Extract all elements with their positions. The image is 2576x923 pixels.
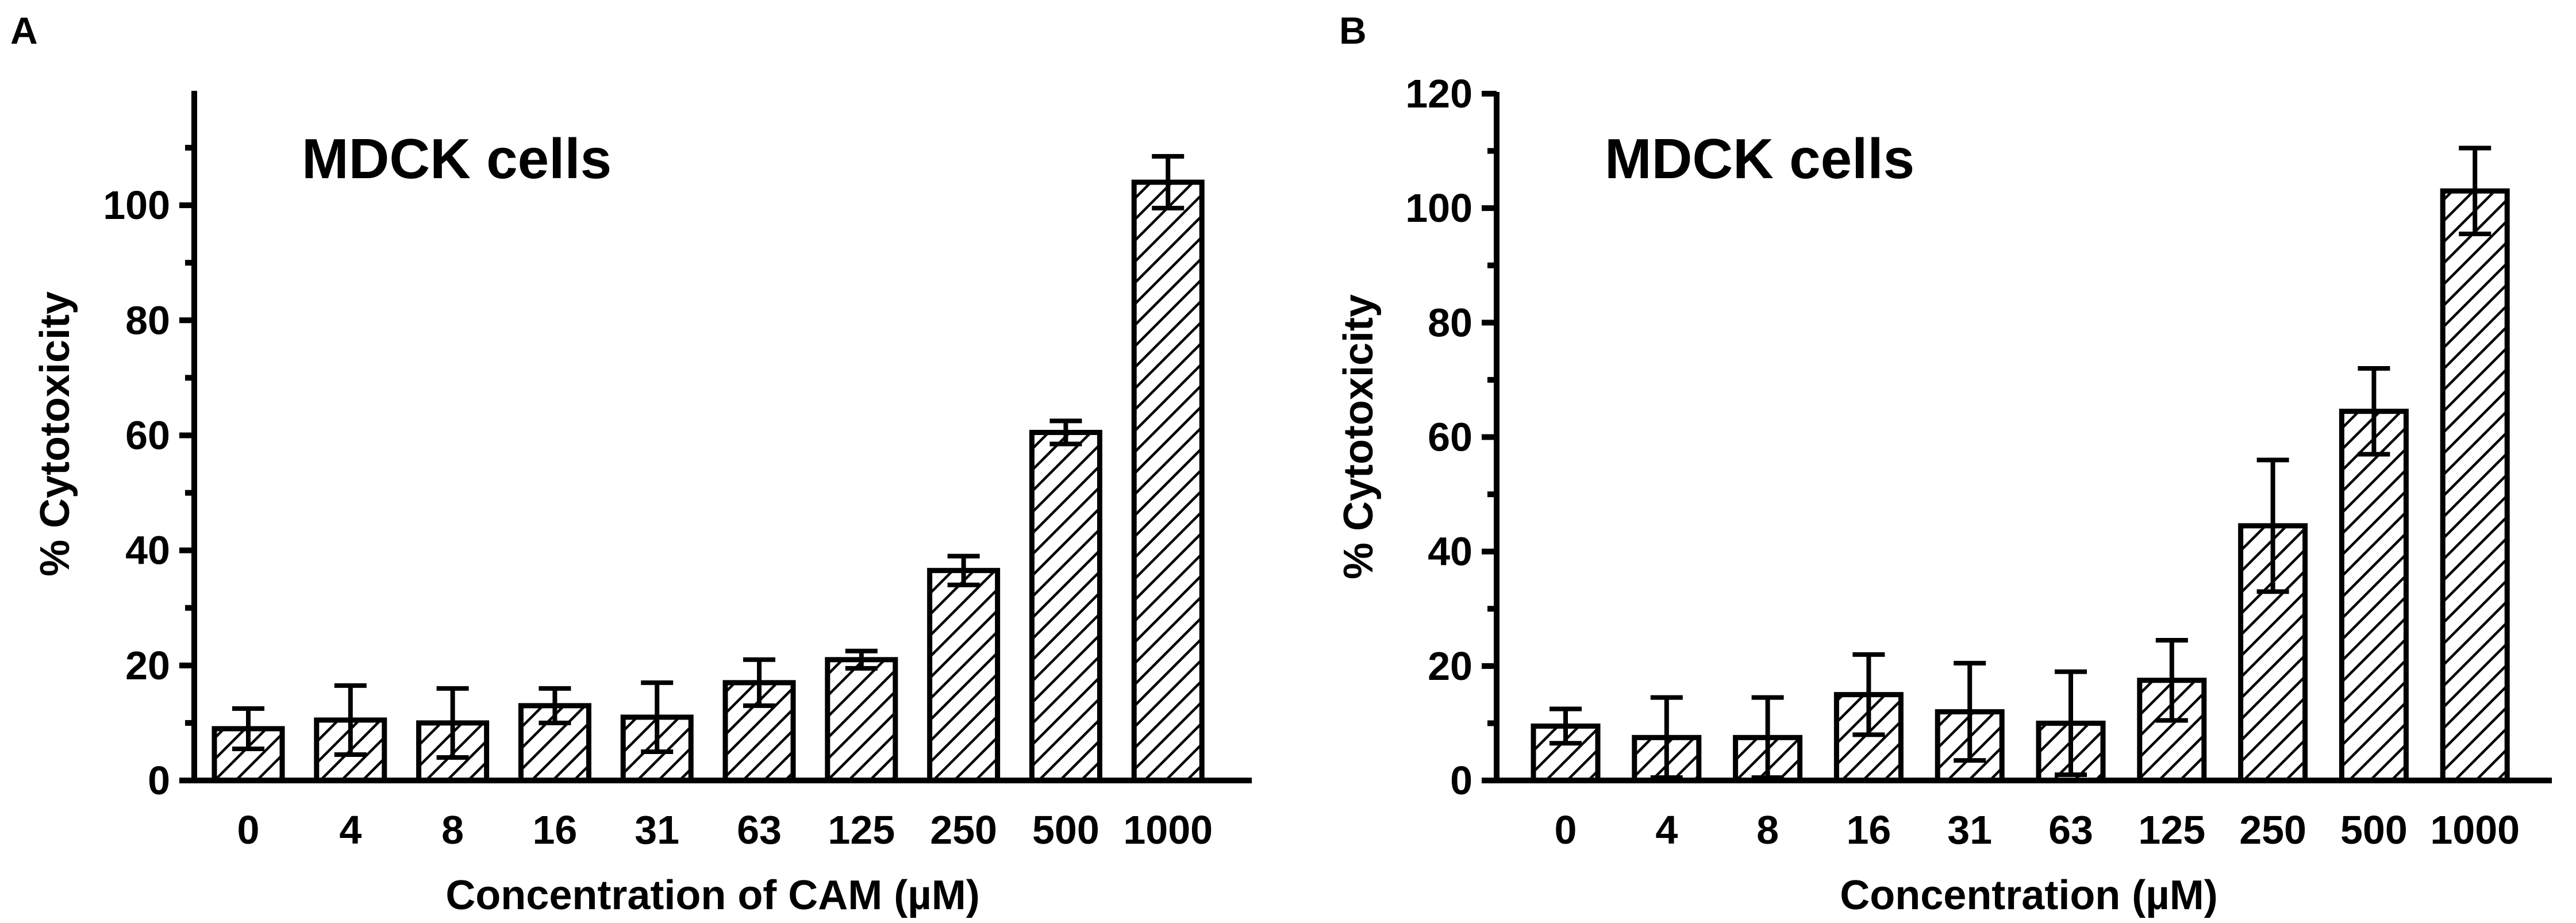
panel-a-y-tick-label: 80 (125, 298, 170, 343)
panel-b-x-tick-label: 500 (2340, 807, 2408, 852)
panel-a-x-tick-label: 125 (828, 807, 895, 852)
panel-a-x-tick-label: 1000 (1123, 807, 1213, 852)
panel-a-y-tick-label: 100 (103, 183, 170, 228)
panel-b-error-bar-125 (2155, 638, 2188, 723)
panel-a-error-bar-0 (232, 706, 264, 751)
panel-b-y-tick-label: 20 (1428, 644, 1472, 689)
panel-b-bars (1531, 145, 2510, 783)
panel-a-x-tick-label: 500 (1032, 807, 1099, 852)
panel-b-x-tick-label: 4 (1655, 807, 1678, 852)
panel-b-error-bar-250 (2256, 457, 2289, 594)
panel-b-y-tick-label: 120 (1405, 71, 1472, 116)
panel-a-title: MDCK cells (302, 127, 612, 190)
panel-b-bar-1000 (2440, 188, 2510, 783)
panel-a-x-tick-label: 63 (737, 807, 782, 852)
panel-b-error-bar-1000 (2459, 145, 2492, 236)
panel-a-x-tick-label: 16 (532, 807, 577, 852)
panel-b-error-bar-500 (2358, 366, 2390, 457)
panel-a-x-tick-label: 31 (635, 807, 679, 852)
panel-b-x-tick-label: 8 (1756, 807, 1779, 852)
panel-a-error-bar-4 (334, 683, 367, 757)
panel-b-x-tick-label: 16 (1846, 807, 1891, 852)
chart-panel-b: B MDCK cells % Cytotoxicity Concentratio… (1336, 9, 2552, 918)
panel-b-x-tick-label: 250 (2239, 807, 2306, 852)
panel-a-bar-250 (927, 568, 1001, 783)
panel-b-x-tick-label: 125 (2138, 807, 2205, 852)
panel-b-title: MDCK cells (1605, 127, 1914, 190)
panel-a-x-ticks: 0 4 8 16 31 63 125 250 500 1000 (237, 807, 1213, 852)
panel-a-error-bar-16 (539, 686, 571, 725)
panel-b-y-tick-label: 80 (1428, 300, 1472, 345)
panel-b-error-bar-31 (1954, 660, 1986, 763)
panel-a-y-tick-label: 0 (148, 758, 170, 803)
panel-b-bar-500 (2339, 409, 2409, 783)
panel-b-x-tick-label: 31 (1947, 807, 1992, 852)
panel-a-x-axis-title: Concentration of CAM (µM) (445, 872, 979, 918)
panel-b-x-tick-label: 0 (1555, 807, 1577, 852)
panel-a-error-bar-250 (947, 553, 980, 587)
panel-b-x-tick-label: 63 (2048, 807, 2093, 852)
panel-a-error-bar-125 (845, 648, 878, 671)
panel-b-y-tick-label: 100 (1405, 186, 1472, 230)
panel-a-y-tick-label: 40 (125, 528, 170, 573)
panel-b-y-tick-label: 60 (1428, 415, 1472, 460)
panel-b-error-bar-16 (1852, 652, 1885, 737)
panel-a-y-tick-label: 20 (125, 643, 170, 688)
panel-b-x-axis-title: Concentration (µM) (1840, 872, 2217, 918)
panel-a-error-bar-63 (743, 657, 775, 708)
panel-a-error-bar-8 (436, 686, 469, 760)
panel-a-bar-500 (1029, 429, 1102, 783)
panel-a-error-bar-31 (641, 680, 674, 754)
panel-a-error-bar-500 (1049, 418, 1082, 447)
chart-panel-a: A MDCK cells % Cytotoxicity Concentratio… (10, 9, 1252, 918)
panel-a-y-axis-title: % Cytotoxicity (32, 291, 78, 576)
panel-a-x-tick-label: 8 (441, 807, 464, 852)
panel-b-y-axis-title: % Cytotoxicity (1336, 294, 1382, 579)
panel-b-y-tick-label: 40 (1428, 529, 1472, 574)
panel-b-error-bar-0 (1550, 706, 1582, 746)
panel-a-error-bar-1000 (1152, 154, 1185, 211)
panel-b-error-bar-63 (2055, 669, 2087, 778)
panel-b-y-ticks: 0 20 40 60 80 100 120 (1405, 71, 1497, 803)
panel-a-bars (212, 154, 1205, 783)
panel-b-y-tick-label: 0 (1450, 758, 1472, 803)
panel-b-label: B (1339, 9, 1367, 52)
panel-a-x-tick-label: 4 (339, 807, 362, 852)
panel-a-bar-125 (825, 657, 898, 783)
panel-a-x-tick-label: 0 (237, 807, 260, 852)
panel-a-x-tick-label: 250 (930, 807, 997, 852)
panel-b-x-ticks: 0 4 8 16 31 63 125 250 500 1000 (1555, 807, 2520, 852)
panel-a-label: A (10, 9, 38, 52)
panel-b-x-tick-label: 1000 (2430, 807, 2520, 852)
panel-a-y-ticks: 0 20 40 60 80 100 (103, 145, 194, 803)
panel-a-bar-1000 (1131, 179, 1205, 783)
panel-a-y-tick-label: 60 (125, 413, 170, 457)
